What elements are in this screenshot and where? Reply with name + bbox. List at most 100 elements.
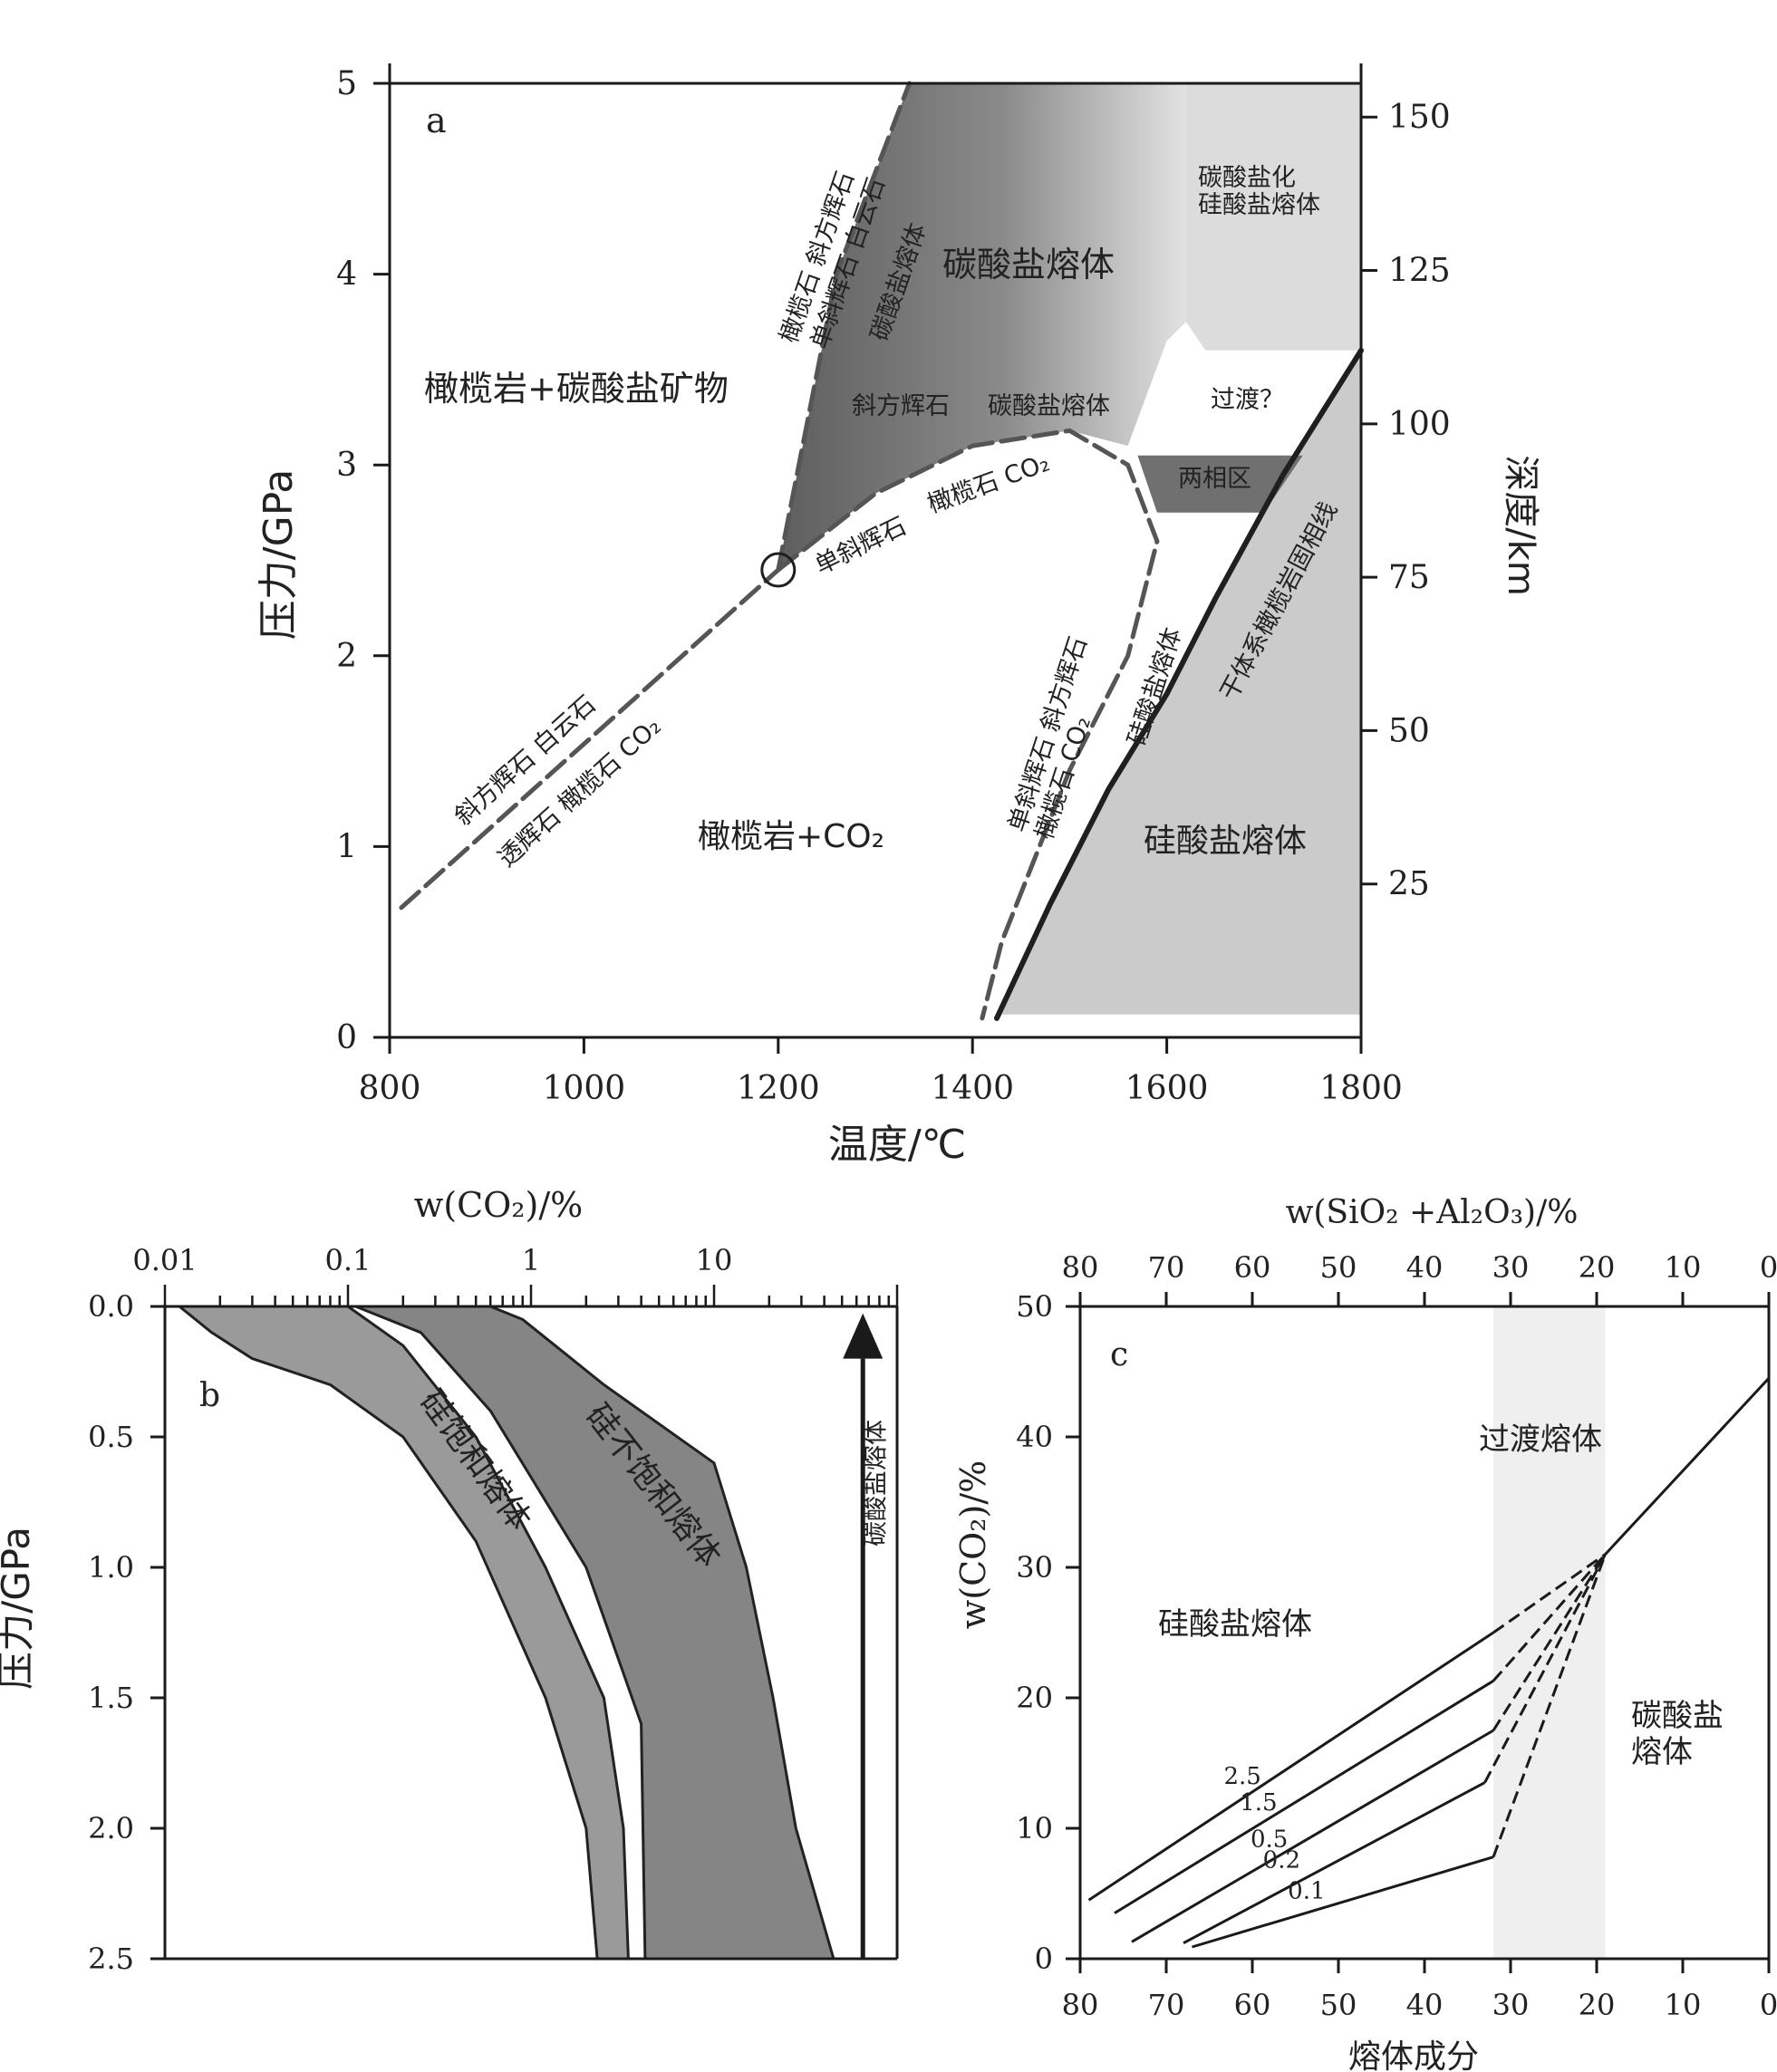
region-carbonate-melt: 碳酸盐熔体 <box>942 245 1115 284</box>
c-line-solid-0 <box>1087 1631 1494 1902</box>
panel-a-curves <box>399 81 1364 1021</box>
c-xtick-label-1: 70 <box>1148 1988 1185 2022</box>
c-xtick-label-7: 10 <box>1665 1988 1702 2022</box>
a-ytick-label-1: 1 <box>336 828 357 865</box>
b-ytick-label-5: 2.5 <box>88 1942 134 1976</box>
phase-boundary-3 <box>994 347 1364 1021</box>
c-xtick-label-8: 0 <box>1760 1988 1777 2022</box>
panel-c-label: c <box>1110 1336 1128 1373</box>
panel-b: 0.01 0.1 1 100.00.51.01.52.02.5 b 硅饱和熔体 硅不饱… <box>0 1185 899 1976</box>
c-line-dashed-1 <box>1492 1553 1607 1682</box>
b-xtick-label-0: 0.01 <box>132 1243 197 1277</box>
panel-a-y2label: 深度/km <box>1500 455 1541 596</box>
reaction-label-r2b: 透辉石 橄榄石 CO₂ <box>493 712 667 872</box>
b-xtick-label-3: 10 <box>696 1243 733 1277</box>
c-line-dashed-4 <box>1492 1554 1607 1858</box>
b-ytick-label-3: 1.5 <box>88 1681 134 1715</box>
invariant-point <box>760 552 797 588</box>
c-xtick-label-5: 30 <box>1492 1988 1530 2022</box>
panel-b-xlabel: w(CO₂)/% <box>414 1185 584 1225</box>
region-peridotite-carbonate: 橄榄岩+碳酸盐矿物 <box>424 369 729 409</box>
c-line-solid-3 <box>1183 1781 1486 1945</box>
region-label-transition-melt: 过渡熔体 <box>1479 1421 1602 1458</box>
a-ytick-label-2: 2 <box>336 638 357 675</box>
c-ytick-label-4: 40 <box>1016 1420 1053 1454</box>
b-xtick-label-1: 0.1 <box>325 1243 372 1277</box>
a-y2tick-label-1: 50 <box>1388 712 1430 749</box>
arrow-label-carbonate: 碳酸盐熔体 <box>860 1420 890 1547</box>
panel-c-band <box>1493 1306 1606 1959</box>
panel-a: 800 1000 1200 1400 1600 1800 0 1 2 3 4 5 25 50 75 100 12… <box>256 63 1541 1168</box>
c-line-dashed-2 <box>1492 1553 1607 1731</box>
a-ytick-label-3: 3 <box>336 447 357 484</box>
a-xtick-label-2: 1200 <box>737 1070 820 1107</box>
a-xtick-label-1: 1000 <box>543 1070 626 1107</box>
c-top-xtick-label-0: 80 <box>1062 1250 1099 1285</box>
c-ytick-label-2: 20 <box>1016 1681 1053 1715</box>
region-transition: 过渡？ <box>1211 386 1284 414</box>
c-xtick-label-3: 50 <box>1320 1988 1357 2022</box>
c-top-xtick-label-1: 70 <box>1148 1250 1185 1285</box>
c-top-xtick-label-5: 30 <box>1492 1250 1530 1285</box>
c-xtick-label-6: 20 <box>1579 1988 1616 2022</box>
c-line-label-0: 2.5 <box>1223 1763 1260 1790</box>
c-top-xtick-label-7: 10 <box>1665 1250 1702 1285</box>
phase-boundary-0 <box>399 567 781 911</box>
b-ytick-label-2: 1.0 <box>88 1550 134 1585</box>
c-ytick-label-1: 10 <box>1016 1811 1053 1846</box>
region-carbonated-area <box>1186 83 1361 351</box>
region-carbonate-melt-area <box>777 83 1186 570</box>
region-silicate-lower <box>1001 350 1361 1015</box>
region-label-carbonate-2: 熔体 <box>1631 1734 1693 1770</box>
panel-b-label: b <box>199 1377 220 1414</box>
c-ytick-label-3: 30 <box>1016 1550 1053 1585</box>
region-carbonated-1: 碳酸盐化 <box>1198 164 1296 192</box>
c-xtick-label-2: 60 <box>1234 1988 1271 2022</box>
a-xtick-label-0: 800 <box>359 1070 421 1107</box>
phase-boundary-2 <box>776 428 1160 1021</box>
c-top-xtick-label-8: 0 <box>1760 1250 1777 1285</box>
c-line-solid-1 <box>1114 1680 1494 1914</box>
band-si-undersaturated <box>353 1305 835 1961</box>
phase-boundary-1 <box>776 81 912 573</box>
carbonate-arrow-head <box>843 1313 884 1359</box>
panel-c-ylabel: w(CO₂)/% <box>953 1460 993 1630</box>
region-silicate-melt: 硅酸盐熔体 <box>1144 823 1307 860</box>
reaction-label-r3a: 斜方辉石 <box>852 392 950 420</box>
panel-c-lines: 2.51.5 0.50.2 0.1 <box>1087 1377 1771 1949</box>
panel-c-axes: 80 80 70 70 60 60 50 50 40 40 30 30 20 20 10 10 0 0 0 10 20 3… <box>1016 1250 1777 2022</box>
reaction-label-r3b: 碳酸盐熔体 <box>988 392 1110 420</box>
region-label-silicate-melt: 硅酸盐熔体 <box>1158 1606 1312 1643</box>
a-xtick-label-3: 1400 <box>931 1070 1014 1107</box>
region-peridotite-co2: 橄榄岩+CO₂ <box>698 818 884 855</box>
c-line-label-1: 1.5 <box>1240 1789 1277 1817</box>
c-ytick-label-5: 50 <box>1016 1289 1053 1324</box>
b-ytick-label-0: 0.0 <box>88 1289 134 1324</box>
panel-b-axes: 0.01 0.1 1 10 0.0 0.5 1.0 1.5 2.0 2.5 <box>88 1243 899 1976</box>
a-ytick-label-5: 5 <box>336 65 357 102</box>
transition-band <box>1493 1306 1606 1959</box>
a-y2tick-label-2: 75 <box>1388 559 1430 596</box>
c-top-xtick-label-2: 60 <box>1234 1250 1271 1285</box>
region-carbonated-2-a: 硅酸盐熔体 <box>1198 191 1320 219</box>
panel-a-ylabel: 压力/GPa <box>256 469 302 640</box>
panel-c-xlabel: 熔体成分 <box>1348 2038 1479 2072</box>
panel-a-axes: 800 1000 1200 1400 1600 1800 0 1 2 3 4 5 25 50 75 100 12… <box>336 63 1451 1107</box>
a-ytick-label-4: 4 <box>336 256 357 294</box>
region-two-phase: 两相区 <box>1178 465 1251 493</box>
c-top-xtick-label-3: 50 <box>1320 1250 1357 1285</box>
a-xtick-label-4: 1600 <box>1125 1070 1209 1107</box>
c-top-xtick-label-6: 20 <box>1579 1250 1616 1285</box>
b-ytick-label-4: 2.0 <box>88 1811 134 1846</box>
a-y2tick-label-0: 25 <box>1388 866 1430 903</box>
a-y2tick-label-3: 100 <box>1388 406 1451 443</box>
panel-a-regions <box>777 83 1361 1015</box>
panel-a-xlabel: 温度/℃ <box>828 1122 966 1168</box>
c-top-xtick-label-4: 40 <box>1406 1250 1444 1285</box>
c-line-label-2: 0.5 <box>1251 1826 1288 1854</box>
c-xtick-label-4: 40 <box>1406 1988 1444 2022</box>
c-ytick-label-0: 0 <box>1035 1942 1053 1976</box>
c-line-solid-4 <box>1192 1855 1494 1949</box>
region-peridotite-co2-text: 橄榄岩+CO₂ <box>698 818 884 855</box>
